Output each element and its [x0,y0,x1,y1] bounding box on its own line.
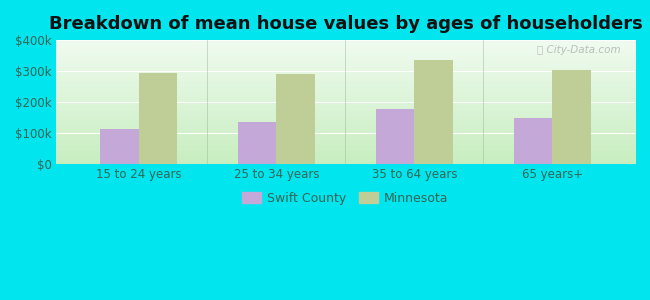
Legend: Swift County, Minnesota: Swift County, Minnesota [237,187,454,210]
Bar [238,122,276,164]
Bar [138,73,177,164]
Bar [276,74,315,164]
Title: Breakdown of mean house values by ages of householders: Breakdown of mean house values by ages o… [49,15,642,33]
Bar [552,70,591,164]
Bar [100,130,138,164]
Bar [376,109,414,164]
Text: Ⓣ City-Data.com: Ⓣ City-Data.com [537,45,621,55]
Bar [514,118,552,164]
Bar [414,60,453,164]
